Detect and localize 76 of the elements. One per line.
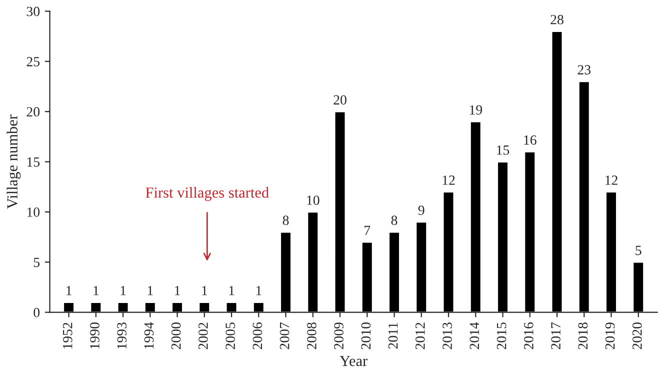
- bar: [198, 302, 211, 312]
- y-axis-title: Village number: [6, 114, 21, 209]
- data-label: 5: [636, 246, 642, 256]
- x-tick-label: 2010: [361, 322, 371, 350]
- x-tick-label: 2008: [307, 322, 316, 350]
- x-tick-label: 1993: [117, 322, 127, 349]
- y-tick-label: 20: [26, 107, 40, 117]
- x-tick-label: 2020: [632, 322, 642, 350]
- x-tick-label: 2002: [198, 322, 208, 350]
- x-tick-label: 2005: [226, 322, 235, 350]
- x-tick-label: 2014: [470, 322, 480, 350]
- data-label: 28: [550, 14, 564, 24]
- y-tick-label: 5: [34, 258, 40, 268]
- y-tick-label: 30: [26, 6, 40, 16]
- data-label: 12: [606, 176, 618, 185]
- data-label: 7: [364, 226, 370, 235]
- bar: [578, 80, 590, 312]
- bar: [524, 151, 536, 312]
- data-label: 1: [120, 286, 126, 296]
- bar: [388, 231, 400, 312]
- bar: [334, 110, 346, 312]
- x-tick-label: 2011: [388, 322, 398, 349]
- x-tick-label: 2012: [415, 322, 425, 350]
- x-tick-label: 2019: [605, 322, 615, 350]
- data-label: 20: [334, 95, 346, 105]
- bar: [306, 211, 320, 312]
- x-tick-label: 2013: [442, 322, 452, 350]
- x-tick-label: 1952: [62, 322, 72, 349]
- data-label: 23: [578, 65, 591, 74]
- bar: [605, 191, 618, 312]
- bar: [144, 302, 156, 312]
- data-label: 1: [202, 286, 208, 296]
- bar: [361, 241, 374, 312]
- data-label: 1: [175, 286, 180, 296]
- data-label: 1: [256, 286, 262, 296]
- bar: [90, 302, 102, 312]
- data-label: 9: [418, 206, 424, 215]
- x-tick-label: 1990: [90, 322, 100, 349]
- data-label: 15: [497, 145, 510, 155]
- x-tick-label: 1994: [144, 322, 154, 349]
- data-label: 10: [307, 196, 320, 205]
- data-label: 19: [470, 105, 482, 115]
- bar: [632, 261, 644, 312]
- bar: [116, 302, 130, 312]
- y-tick-label: 10: [27, 208, 40, 217]
- data-label: 8: [282, 216, 289, 226]
- y-tick-label: 0: [34, 308, 40, 318]
- x-tick-label: 2009: [334, 322, 344, 350]
- bar: [470, 120, 482, 312]
- data-label: 12: [442, 176, 455, 185]
- x-axis-title: Year: [340, 356, 368, 366]
- x-tick-label: 2017: [551, 322, 560, 350]
- x-tick-label: 2018: [578, 322, 588, 350]
- bar: [415, 221, 428, 312]
- bar: [550, 30, 564, 312]
- bar: [442, 191, 455, 312]
- bar: [171, 302, 184, 312]
- data-label: 1: [148, 286, 153, 296]
- data-label: 8: [391, 216, 398, 226]
- data-label: 1: [94, 286, 99, 296]
- data-label: 1: [229, 286, 234, 296]
- bar: [225, 302, 238, 312]
- y-tick-label: 25: [26, 57, 40, 66]
- x-tick-label: 2016: [524, 322, 534, 350]
- x-tick-label: 2006: [252, 322, 262, 350]
- data-label: 16: [524, 135, 536, 145]
- annotation: First villages started: [146, 186, 269, 201]
- bar: [62, 302, 75, 312]
- x-tick-label: 2000: [171, 322, 181, 350]
- x-tick-label: 2015: [496, 322, 506, 350]
- bar: [252, 302, 265, 312]
- data-label: 1: [66, 286, 72, 296]
- bar: [496, 161, 509, 312]
- bar: [280, 231, 292, 312]
- x-tick-label: 2007: [280, 322, 290, 350]
- y-tick-label: 15: [27, 157, 40, 167]
